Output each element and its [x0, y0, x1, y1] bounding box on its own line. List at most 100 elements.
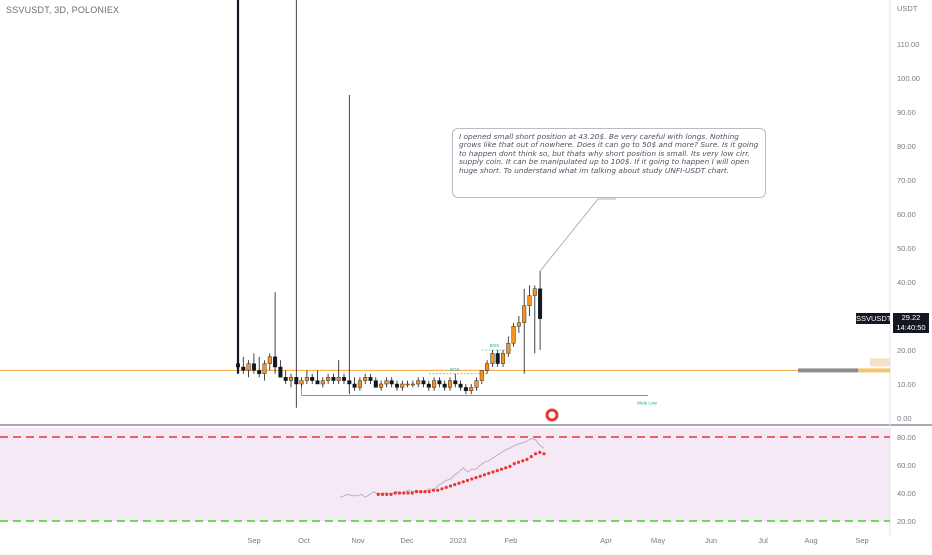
candle-body	[527, 295, 532, 307]
candle-body	[458, 383, 463, 388]
indicator-series-dot	[423, 490, 427, 494]
indicator-series-dot	[465, 478, 470, 482]
price-axis-tick: 10.00	[897, 380, 916, 389]
candle-body	[432, 380, 437, 388]
indicator-series-dot	[474, 476, 478, 480]
indicator-series-dot	[508, 464, 512, 468]
volume-profile-bar	[870, 358, 890, 367]
price-axis-currency: USDT	[897, 4, 918, 13]
price-axis-tick: 110.00	[897, 40, 919, 49]
indicator-axis-tick: 80.00	[897, 433, 916, 442]
indicator-series-dot	[380, 492, 385, 496]
price-axis-tick: 20.00	[897, 346, 916, 355]
candle-body	[347, 380, 352, 385]
indicator-series-dot	[436, 488, 440, 492]
candle-body	[278, 366, 283, 378]
candle-body	[352, 383, 357, 388]
price-axis-tick: 50.00	[897, 244, 916, 253]
time-axis-tick: Dec	[400, 536, 414, 545]
candle-body	[511, 326, 516, 344]
candle-body	[490, 353, 495, 364]
indicator-series-dot	[389, 492, 393, 496]
candle-body	[501, 353, 506, 364]
current-symbol-tag: SSVUSDT	[856, 313, 892, 324]
indicator-series-dot	[487, 471, 491, 475]
time-axis-tick: Aug	[804, 536, 817, 545]
indicator-axis-tick: 60.00	[897, 461, 916, 470]
candle-body	[331, 377, 336, 381]
candle-body	[283, 377, 288, 381]
price-axis-tick: 70.00	[897, 176, 916, 185]
price-axis-tick: 40.00	[897, 278, 916, 287]
candle-body	[426, 383, 431, 388]
time-axis-tick: Oct	[298, 536, 311, 545]
candle-body	[522, 305, 527, 323]
time-axis-tick: Jun	[705, 536, 717, 545]
candle-body	[257, 370, 262, 374]
indicator-series-dot	[410, 491, 414, 495]
time-axis-tick: Feb	[505, 536, 518, 545]
candle-body	[357, 380, 362, 388]
volume-profile-bar	[798, 368, 858, 373]
indicator-series-dot	[504, 466, 508, 470]
indicator-series-dot	[393, 491, 397, 495]
indicator-series-dot	[525, 457, 529, 461]
price-axis-tick: 80.00	[897, 142, 916, 151]
indicator-series-dot	[427, 490, 431, 494]
candle-body	[474, 380, 479, 388]
time-axis-tick: May	[651, 536, 665, 545]
price-axis-tick: 100.00	[897, 74, 920, 83]
candle-body	[262, 363, 267, 375]
indicator-series-dot	[521, 459, 525, 463]
indicator-series-dot	[538, 450, 542, 454]
indicator-series-dot	[516, 460, 521, 464]
annotation-callout[interactable]: I opened small short position at 43.20$.…	[452, 128, 766, 198]
candle-body	[368, 377, 373, 381]
candle-body	[342, 377, 347, 381]
chart-symbol-title: SSVUSDT, 3D, POLONIEX	[6, 5, 120, 15]
candle-body	[384, 380, 389, 385]
price-axis-tick: 60.00	[897, 210, 916, 219]
indicator-series-dot	[461, 480, 465, 484]
time-axis-tick: Jul	[758, 536, 768, 545]
bar-countdown: 14:40:50	[896, 323, 926, 332]
candle-body	[273, 356, 278, 368]
candle-body	[516, 322, 521, 327]
candle-body	[310, 377, 315, 381]
candle-body	[469, 387, 474, 391]
candle-body	[363, 377, 368, 381]
candle-body	[373, 380, 378, 388]
candle-body	[389, 380, 394, 385]
indicator-series-dot	[419, 490, 423, 494]
candle-body	[532, 288, 537, 296]
indicator-series-dot	[453, 483, 457, 487]
time-axis-tick: Nov	[351, 536, 365, 545]
event-flag-icon	[548, 411, 556, 419]
callout-pointer	[539, 198, 616, 272]
indicator-series-dot	[402, 491, 406, 495]
candle-body	[267, 356, 272, 364]
indicator-axis-tick: 40.00	[897, 489, 916, 498]
time-axis-tick: Apr	[600, 536, 612, 545]
candle-body	[485, 363, 490, 371]
indicator-series-dot	[482, 473, 487, 477]
candle-body	[405, 383, 410, 386]
candle-body	[246, 363, 251, 371]
indicator-series-dot	[444, 485, 448, 489]
indicator-series-dot	[376, 492, 380, 496]
indicator-series-dot	[533, 452, 538, 456]
indicator-axis-tick: 20.00	[897, 517, 916, 526]
indicator-series-dot	[499, 467, 504, 471]
indicator-series-dot	[491, 470, 495, 474]
indicator-series-dot	[478, 474, 482, 478]
candle-body	[421, 380, 426, 385]
indicator-series-dot	[385, 492, 389, 496]
candle-body	[315, 380, 320, 385]
candle-body	[235, 363, 240, 368]
price-axis-tick: 90.00	[897, 108, 916, 117]
indicator-series-dot	[495, 469, 499, 473]
indicator-series-dot	[470, 477, 474, 481]
indicator-band-bg	[0, 428, 890, 521]
time-axis-tick: 2023	[450, 536, 467, 545]
